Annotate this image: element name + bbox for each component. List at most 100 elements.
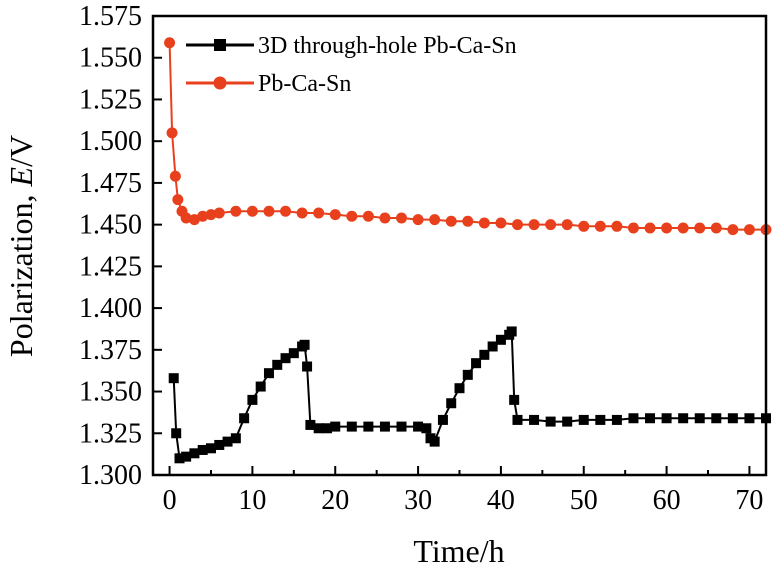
data-point-3d-through-hole: [168, 373, 179, 384]
data-point-pb-ca-sn: [412, 214, 424, 226]
y-tick-label: 1.350: [79, 377, 142, 408]
data-point-3d-through-hole: [462, 369, 473, 380]
data-point-3d-through-hole: [678, 413, 689, 424]
data-point-pb-ca-sn: [627, 222, 639, 234]
data-point-3d-through-hole: [346, 421, 357, 432]
data-point-3d-through-hole: [299, 339, 310, 350]
data-point-pb-ca-sn: [694, 222, 706, 234]
data-point-pb-ca-sn: [313, 207, 325, 219]
data-point-3d-through-hole: [487, 341, 498, 352]
legend-label-3d-through-hole: 3D through-hole Pb-Ca-Sn: [258, 33, 517, 59]
data-point-pb-ca-sn: [462, 215, 474, 227]
data-point-pb-ca-sn: [329, 209, 341, 221]
series-layer: [164, 37, 772, 464]
data-point-pb-ca-sn: [445, 215, 457, 227]
data-point-3d-through-hole: [379, 421, 390, 432]
data-point-pb-ca-sn: [379, 212, 391, 224]
y-axis-title: Polarization, E/V: [3, 135, 39, 357]
x-tick-label: 40: [487, 485, 515, 516]
legend-label-pb-ca-sn: Pb-Ca-Sn: [258, 71, 351, 97]
series-3d-through-hole: [168, 326, 771, 464]
data-point-3d-through-hole: [595, 414, 606, 425]
x-tick-label: 10: [238, 485, 266, 516]
data-point-3d-through-hole: [197, 444, 208, 455]
y-tick-label: 1.325: [79, 418, 142, 449]
data-point-3d-through-hole: [305, 419, 316, 430]
data-point-pb-ca-sn: [545, 219, 557, 231]
data-point-pb-ca-sn: [396, 212, 408, 224]
data-point-3d-through-hole: [181, 451, 192, 462]
data-point-pb-ca-sn: [280, 205, 292, 217]
data-point-3d-through-hole: [263, 368, 274, 379]
x-tick-label: 60: [653, 485, 681, 516]
y-tick-label: 1.550: [79, 43, 142, 74]
data-point-3d-through-hole: [230, 433, 241, 444]
data-point-3d-through-hole: [321, 423, 332, 434]
data-point-pb-ca-sn: [169, 170, 181, 182]
data-point-3d-through-hole: [330, 421, 341, 432]
data-point-pb-ca-sn: [197, 210, 209, 222]
data-point-3d-through-hole: [288, 348, 299, 359]
y-tick-label: 1.525: [79, 84, 142, 115]
data-point-3d-through-hole: [495, 334, 506, 345]
data-point-3d-through-hole: [413, 421, 424, 432]
data-point-pb-ca-sn: [362, 210, 374, 222]
data-point-pb-ca-sn: [478, 217, 490, 229]
data-point-3d-through-hole: [506, 326, 517, 337]
y-tick-label: 1.575: [79, 1, 142, 32]
data-point-pb-ca-sn: [710, 222, 722, 234]
data-point-3d-through-hole: [471, 358, 482, 369]
legend-entry-pb-ca-sn: Pb-Ca-Sn: [186, 71, 351, 97]
data-point-3d-through-hole: [446, 398, 457, 409]
data-point-3d-through-hole: [421, 423, 432, 434]
data-point-pb-ca-sn: [296, 207, 308, 219]
legend-marker-3d-through-hole: [214, 39, 226, 51]
x-tick-label: 20: [321, 485, 349, 516]
y-tick-label: 1.500: [79, 126, 142, 157]
data-point-3d-through-hole: [313, 423, 324, 434]
ticks-layer: 0 10 20 30 40 50 60 70 1.300 1.325 1.350 1.375 1.400…: [79, 1, 763, 516]
data-point-pb-ca-sn: [743, 224, 755, 236]
data-point-3d-through-hole: [396, 421, 407, 432]
x-tick-label: 30: [404, 485, 432, 516]
data-point-pb-ca-sn: [511, 219, 523, 231]
data-point-pb-ca-sn: [644, 222, 656, 234]
data-point-3d-through-hole: [205, 443, 216, 454]
data-point-3d-through-hole: [611, 414, 622, 425]
data-point-3d-through-hole: [645, 413, 656, 424]
data-point-pb-ca-sn: [205, 209, 217, 221]
data-point-pb-ca-sn: [578, 220, 590, 232]
data-point-3d-through-hole: [509, 394, 520, 405]
data-point-pb-ca-sn: [661, 222, 673, 234]
data-point-3d-through-hole: [454, 383, 465, 394]
data-point-3d-through-hole: [529, 414, 540, 425]
data-point-3d-through-hole: [661, 413, 672, 424]
data-point-3d-through-hole: [247, 394, 258, 405]
data-point-pb-ca-sn: [188, 214, 200, 226]
x-tick-label: 70: [735, 485, 763, 516]
data-point-3d-through-hole: [255, 381, 266, 392]
data-point-3d-through-hole: [272, 359, 283, 370]
y-tick-label: 1.300: [79, 460, 142, 491]
data-point-3d-through-hole: [512, 414, 523, 425]
data-point-pb-ca-sn: [528, 219, 540, 231]
data-point-3d-through-hole: [174, 453, 185, 464]
y-axis-title-variable: E: [3, 166, 39, 187]
data-point-3d-through-hole: [189, 448, 200, 459]
data-point-pb-ca-sn: [166, 127, 178, 139]
data-point-pb-ca-sn: [677, 222, 689, 234]
x-tick-label: 0: [163, 485, 177, 516]
series-pb-ca-sn: [164, 37, 772, 236]
data-point-pb-ca-sn: [429, 214, 441, 226]
data-point-pb-ca-sn: [213, 207, 225, 219]
data-point-pb-ca-sn: [495, 217, 507, 229]
data-point-pb-ca-sn: [727, 224, 739, 236]
data-point-3d-through-hole: [711, 413, 722, 424]
data-point-3d-through-hole: [222, 436, 233, 447]
data-point-pb-ca-sn: [594, 220, 606, 232]
legend: 3D through-hole Pb-Ca-Sn Pb-Ca-Sn: [186, 33, 517, 97]
data-point-3d-through-hole: [479, 349, 490, 360]
y-axis-title-prefix: Polarization,: [3, 186, 39, 357]
data-point-pb-ca-sn: [263, 205, 275, 217]
data-point-3d-through-hole: [628, 413, 639, 424]
